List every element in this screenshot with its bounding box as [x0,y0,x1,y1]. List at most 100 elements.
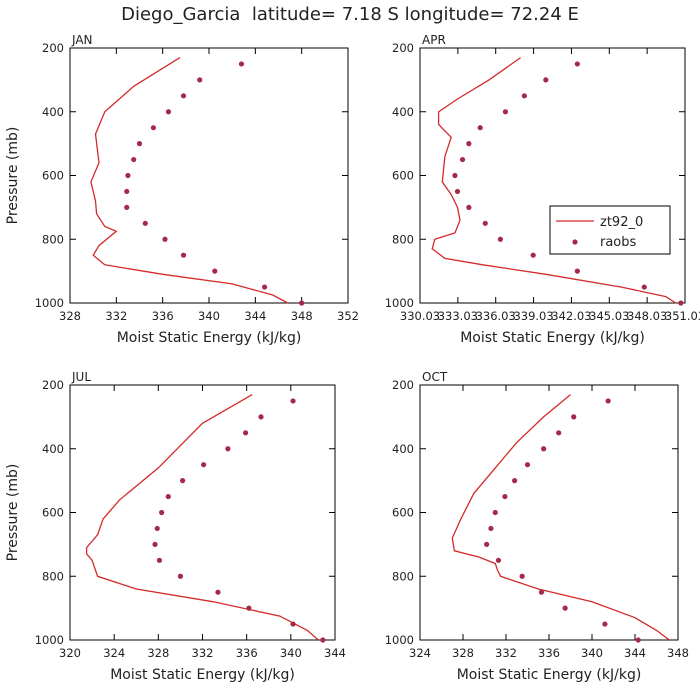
data-point-raobs [521,93,527,99]
figure-title: Diego_Garcia latitude= 7.18 S longitude=… [121,4,579,25]
x-tick-label: 339.03 [513,309,553,323]
series-line-zt92_0 [90,57,289,304]
y-tick-label: 1000 [385,296,414,310]
panel-jan: JAN 328 332 336 340 344 348 352 200 400 600 800 1000… [5,33,359,346]
data-point-raobs [242,430,249,436]
data-point-raobs [142,220,148,226]
data-point-raobs [482,220,488,226]
data-point-raobs [495,557,502,563]
x-tick-label: 344 [324,646,346,660]
x-tick-label: 324 [409,646,431,660]
plot-frame [69,47,349,304]
data-point-raobs [574,61,580,67]
data-point-raobs [154,525,160,532]
y-tick-label: 600 [392,169,414,183]
y-tick-label: 200 [42,378,64,392]
data-point-raobs [215,589,221,595]
data-point-raobs [197,77,203,83]
panel-jul: JUL 320 324 328 332 336 340 344 200 400 600 800 1000… [5,370,346,683]
y-tick-label: 800 [392,232,414,246]
data-point-raobs [201,462,207,468]
data-point-raobs [641,284,647,290]
y-tick-label: 800 [392,569,414,583]
data-point-raobs [602,621,608,627]
y-tick-label: 400 [392,442,414,456]
x-axis-label: Moist Static Energy (kJ/kg) [460,330,645,346]
data-point-raobs [574,268,580,274]
data-point-raobs [466,204,472,210]
x-tick-label: 336 [538,646,560,660]
x-tick-label: 340 [198,309,220,323]
data-point-raobs [180,252,187,258]
data-point-raobs [459,156,466,163]
data-point-raobs [538,589,545,595]
x-tick-label: 328 [59,309,81,323]
x-tick-label: 345.03 [589,309,629,323]
legend-box [549,205,671,255]
y-tick-label: 1000 [385,633,414,647]
y-tick-label: 800 [42,569,64,583]
data-point-raobs [502,109,509,115]
x-axis-label: Moist Static Energy (kJ/kg) [457,667,642,683]
x-tick-label: 344 [624,646,646,660]
data-point-raobs [258,414,264,420]
x-tick-label: 344 [244,309,266,323]
data-point-raobs [290,398,296,404]
panel-title: OCT [422,370,448,384]
data-point-raobs [136,141,143,147]
x-tick-label: 333.03 [438,309,478,323]
y-tick-label: 200 [392,41,414,55]
x-tick-label: 348 [291,309,313,323]
data-point-raobs [678,300,684,306]
panel-oct: OCT 324 328 332 336 340 344 348 200 400 600 800 1000… [385,370,689,683]
data-point-raobs [492,509,498,516]
data-point-raobs [488,525,494,532]
data-point-raobs [156,557,163,563]
panel-title: APR [422,33,446,47]
x-tick-label: 348 [667,646,689,660]
series-line-zt92_0 [85,394,319,641]
data-point-raobs [519,573,525,579]
data-point-raobs [152,541,158,547]
data-point-raobs [571,414,577,420]
data-point-raobs [131,156,137,163]
data-point-raobs [511,478,518,484]
data-point-raobs [454,188,461,195]
data-point-raobs [180,93,187,99]
data-point-raobs [177,573,184,579]
data-point-raobs [165,493,171,500]
data-point-raobs [124,204,130,210]
data-point-raobs [484,541,490,547]
data-point-raobs [524,462,531,468]
legend-label-model: zt92_0 [600,215,643,230]
data-point-raobs [180,478,186,484]
data-point-raobs [125,172,131,179]
y-tick-label: 1000 [35,296,64,310]
data-point-raobs [320,637,326,643]
data-point-raobs [246,605,252,611]
x-tick-label: 332 [495,646,517,660]
data-point-raobs [159,509,165,516]
y-tick-label: 600 [42,506,64,520]
y-tick-label: 600 [392,506,414,520]
data-point-raobs [477,125,483,131]
x-tick-label: 328 [147,646,169,660]
y-tick-label: 800 [42,232,64,246]
panel-apr: APR330.03333.03336.03339.03342.03345.033… [385,33,700,346]
panel-title: JAN [71,33,93,47]
y-tick-label: 600 [42,169,64,183]
x-tick-label: 336 [236,646,258,660]
series-line-zt92_0 [431,57,677,304]
x-tick-label: 348.03 [627,309,667,323]
data-point-raobs [466,141,472,147]
x-tick-label: 340 [280,646,302,660]
data-point-raobs [238,61,245,67]
data-point-raobs [530,252,536,258]
data-point-raobs [124,188,130,195]
data-point-raobs [162,236,168,242]
x-tick-label: 352 [337,309,359,323]
x-tick-label: 351.03 [665,309,700,323]
data-point-raobs [225,446,231,452]
